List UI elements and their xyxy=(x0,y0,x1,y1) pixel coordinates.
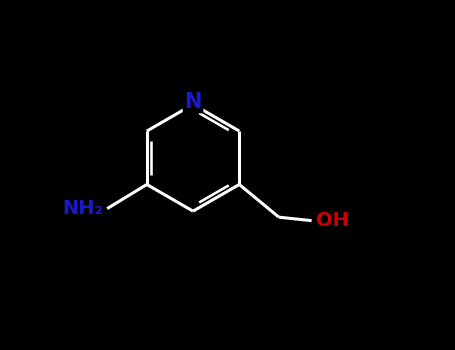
Text: OH: OH xyxy=(316,211,349,230)
Text: N: N xyxy=(184,92,202,112)
Text: NH₂: NH₂ xyxy=(62,199,103,218)
